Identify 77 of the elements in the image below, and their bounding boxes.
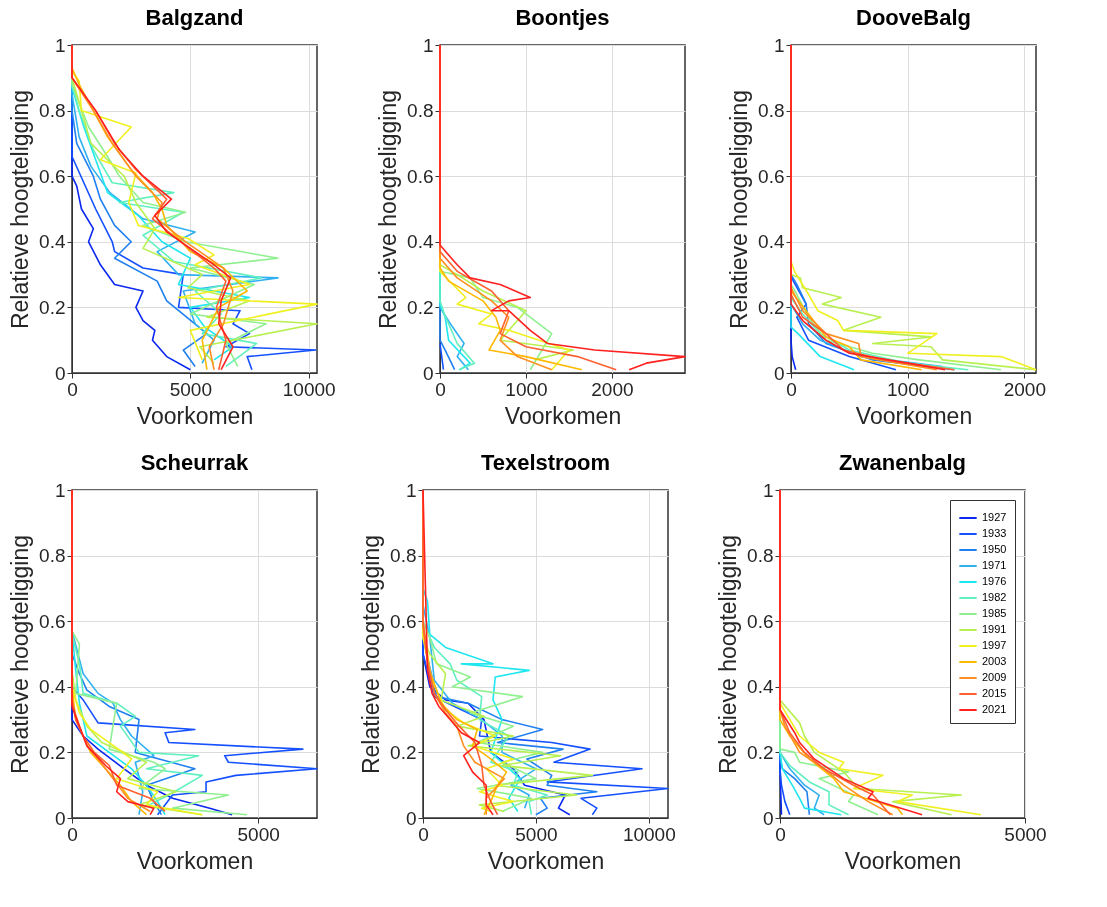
y-tick-label: 0 [773,362,785,384]
chart-title: Balgzand [145,5,244,30]
chart-title: Scheurrak [140,450,250,475]
x-tick-label: 5000 [237,823,280,845]
legend-label: 1985 [982,607,1007,619]
legend-label: 1927 [982,511,1007,523]
y-axis-title: Relatieve hoogteligging [358,534,385,775]
y-tick-label: 0.6 [39,610,66,632]
y-tick-label: 1 [54,479,66,501]
y-tick-label: 0.2 [407,296,434,318]
y-tick-label: 0.8 [390,545,417,567]
x-tick-label: 5000 [169,378,212,400]
chart-title: Boontjes [515,5,610,30]
legend-label: 1982 [982,591,1007,603]
y-tick-label: 0.2 [39,741,66,763]
y-tick-label: 0.4 [39,676,66,698]
chart-title: DooveBalg [856,5,971,30]
y-tick-label: 0.6 [747,610,774,632]
x-axis-title: Voorkomen [487,847,605,874]
x-tick-label: 2000 [591,378,634,400]
x-tick-label: 1000 [887,378,930,400]
legend-label: 1933 [982,527,1007,539]
y-axis-title: Relatieve hoogteligging [375,89,402,330]
y-tick-label: 0.2 [747,741,774,763]
y-tick-label: 0 [762,807,774,829]
x-tick-label: 1000 [505,378,548,400]
y-axis-title: Relatieve hoogteligging [7,534,34,775]
x-axis-title: Voorkomen [136,847,254,874]
legend-label: 1976 [982,575,1007,587]
y-tick-label: 0.6 [407,165,434,187]
legend-label: 2003 [982,655,1007,667]
y-tick-label: 1 [762,479,774,501]
x-tick-label: 10000 [282,378,336,400]
x-tick-label: 10000 [622,823,676,845]
y-axis-title: Relatieve hoogteligging [7,89,34,330]
x-tick-label: 2000 [1003,378,1046,400]
y-axis-title: Relatieve hoogteligging [726,89,753,330]
y-tick-label: 0.4 [39,231,66,253]
y-tick-label: 1 [54,34,66,56]
legend-label: 2009 [982,671,1007,683]
x-axis-title: Voorkomen [855,402,973,429]
y-tick-label: 0.8 [747,545,774,567]
y-tick-label: 0 [54,362,66,384]
y-tick-label: 0.8 [39,100,66,122]
y-tick-label: 0.6 [390,610,417,632]
y-tick-label: 0.2 [39,296,66,318]
y-tick-label: 0.2 [758,296,785,318]
y-tick-label: 0.2 [390,741,417,763]
x-axis-title: Voorkomen [504,402,622,429]
chart-title: Texelstroom [480,450,611,475]
legend-label: 1971 [982,559,1007,571]
y-tick-label: 0.8 [39,545,66,567]
x-axis-title: Voorkomen [844,847,962,874]
y-tick-label: 0.6 [758,165,785,187]
y-tick-label: 1 [773,34,785,56]
legend-label: 2021 [982,703,1007,715]
y-tick-label: 0.4 [390,676,417,698]
legend-label: 1950 [982,543,1007,555]
legend-label: 2015 [982,687,1007,699]
y-tick-label: 1 [422,34,434,56]
y-tick-label: 0 [54,807,66,829]
y-tick-label: 1 [405,479,417,501]
y-tick-label: 0.4 [758,231,785,253]
y-tick-label: 0.6 [39,165,66,187]
y-tick-label: 0 [422,362,434,384]
y-tick-label: 0.4 [407,231,434,253]
legend-label: 1991 [982,623,1007,635]
legend-label: 1997 [982,639,1007,651]
x-tick-label: 5000 [515,823,558,845]
y-axis-title: Relatieve hoogteligging [715,534,742,775]
y-tick-label: 0.8 [407,100,434,122]
y-tick-label: 0.8 [758,100,785,122]
x-tick-label: 5000 [1004,823,1047,845]
chart-title: Zwanenbalg [838,450,967,475]
x-axis-title: Voorkomen [136,402,254,429]
y-tick-label: 0 [405,807,417,829]
y-tick-label: 0.4 [747,676,774,698]
